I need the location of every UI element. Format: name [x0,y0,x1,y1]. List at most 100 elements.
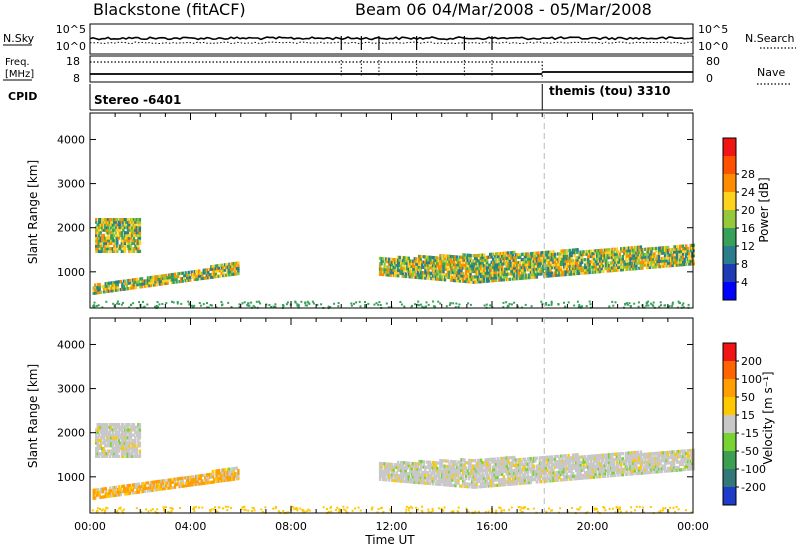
echo-cell [380,257,383,261]
echo-cell [517,276,520,281]
echo-cell [556,268,560,272]
echo-cell [537,256,540,260]
echo-cell [546,461,549,465]
echo-cell [487,473,490,478]
echo-cell [463,461,466,465]
echo-cell [119,425,122,429]
echo-cell [479,277,483,281]
echo-cell [433,474,436,478]
echo-cell [183,274,186,278]
echo-cell [520,268,523,272]
echo-cell [683,257,686,261]
echo-cell [602,251,605,255]
echo-cell [568,461,572,465]
echo-cell [96,436,99,440]
echo-cell [442,254,445,258]
echo-cell [415,478,418,482]
echo-cell [125,236,128,240]
echo-cell [120,236,124,240]
echo-cell [584,268,587,272]
echo-cell [99,218,102,222]
echo-cell [201,479,204,483]
echo-cell [231,469,234,473]
echo-cell [629,467,632,471]
echo-cell [442,259,445,263]
echo-cell [448,475,451,479]
echo-cell [449,276,453,280]
echo-cell [556,475,560,480]
echo-cell [615,247,618,251]
echo-cell [653,262,656,266]
echo-cell [404,469,407,473]
echo-cell [493,276,496,280]
echo-cell [605,458,608,462]
echo-cell [487,266,490,270]
echo-cell [662,451,665,455]
echo-cell [531,472,534,476]
echo-cell [531,275,534,279]
echo-cell [618,470,621,474]
echo-cell [629,264,632,268]
echo-cell [504,262,507,266]
echo-cell [584,457,587,461]
echo-cell [671,248,674,252]
echo-cell [552,457,555,461]
noise-cell [469,303,472,306]
echo-cell [103,287,106,291]
echo-cell [434,466,438,470]
echo-cell [108,428,111,432]
echo-cell [602,456,605,460]
echo-cell [129,430,133,435]
echo-cell [458,460,462,464]
echo-cell [105,225,108,230]
echo-cell [597,469,600,474]
echo-cell [553,463,557,467]
echo-cell [552,479,555,483]
freq-tick-top: 18 [66,55,80,68]
echo-cell [608,269,611,273]
echo-cell [132,449,136,453]
echo-cell [173,480,177,484]
echo-cell [214,275,217,279]
echo-cell [114,231,117,235]
echo-cell [111,220,114,224]
echo-cell [644,458,647,462]
echo-cell [614,465,617,469]
echo-cell [220,268,223,273]
echo-cell [129,247,133,251]
echo-cell [422,273,426,277]
echo-cell [537,464,540,468]
echo-cell [184,476,187,480]
noise-cell [477,510,480,513]
echo-cell [385,462,388,466]
echo-cell [110,494,113,498]
echo-cell [151,483,154,487]
echo-cell [544,250,548,254]
echo-cell [427,471,430,475]
echo-cell [422,255,426,259]
echo-cell [454,276,457,280]
echo-cell [487,476,490,480]
echo-cell [169,273,172,277]
echo-cell [552,263,555,267]
echo-cell [134,220,137,224]
echo-cell [683,262,686,267]
noise-cell [367,302,370,305]
echo-cell [186,476,189,480]
noise-cell [296,304,299,307]
noise-cell [663,304,666,307]
echo-cell [102,433,105,437]
echo-cell [430,474,433,478]
echo-cell [654,470,658,474]
echo-cell [409,270,412,274]
echo-cell [597,256,600,261]
nsearch-tick-bottom: 10^0 [698,40,728,53]
echo-cell [472,280,475,284]
echo-cell [470,277,474,281]
noise-cell [513,301,516,304]
echo-cell [627,265,631,269]
echo-cell [455,276,459,280]
echo-cell [466,482,469,486]
echo-cell [125,218,128,222]
echo-cell [123,444,127,448]
